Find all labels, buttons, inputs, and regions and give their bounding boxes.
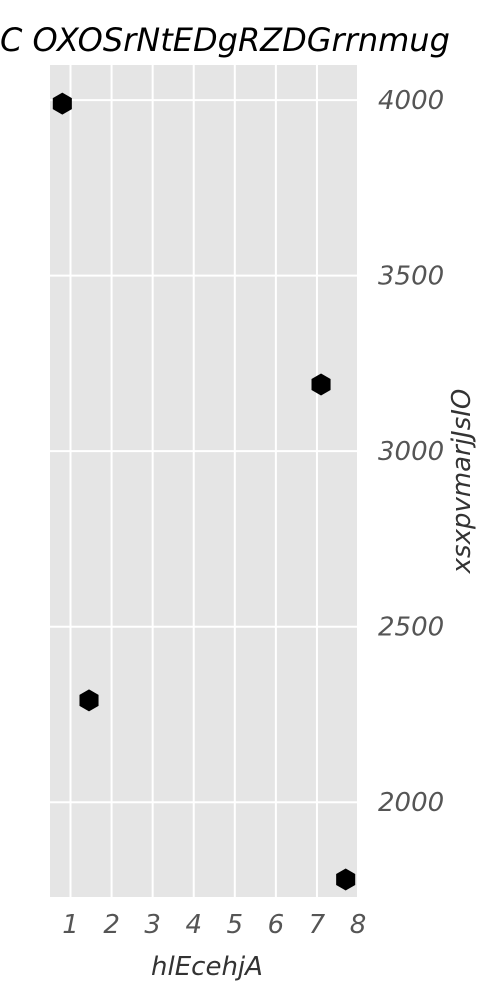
x-tick-label: 7 bbox=[309, 910, 326, 940]
y-tick-label: 3000 bbox=[378, 437, 444, 467]
data-point bbox=[336, 868, 356, 891]
x-tick-label: 3 bbox=[144, 910, 161, 940]
plot-panel bbox=[50, 65, 358, 897]
y-tick-label: 2500 bbox=[378, 613, 444, 643]
x-tick-label: 6 bbox=[268, 910, 285, 940]
y-tick-label: 4000 bbox=[378, 86, 444, 116]
data-point bbox=[311, 373, 331, 396]
y-tick-labels: 2000 2500 3000 3500 4000 bbox=[378, 86, 444, 818]
x-tick-label: 8 bbox=[350, 910, 367, 940]
y-tick-label: 3500 bbox=[378, 262, 444, 292]
x-tick-label: 5 bbox=[227, 910, 244, 940]
data-point bbox=[79, 689, 99, 712]
x-tick-label: 2 bbox=[103, 910, 120, 940]
y-tick-label: 2000 bbox=[378, 788, 444, 818]
y-axis-label: xsxpvmarjJsIO bbox=[447, 389, 477, 575]
chart-title: C OXOSrNtEDgRZDGrrnmug bbox=[0, 21, 450, 59]
data-point bbox=[52, 92, 72, 115]
x-tick-label: 1 bbox=[62, 910, 79, 940]
x-axis-label: hlEcehjA bbox=[151, 952, 263, 982]
data-points bbox=[52, 92, 356, 891]
x-tick-label: 4 bbox=[185, 910, 202, 940]
grid-lines bbox=[50, 65, 359, 897]
